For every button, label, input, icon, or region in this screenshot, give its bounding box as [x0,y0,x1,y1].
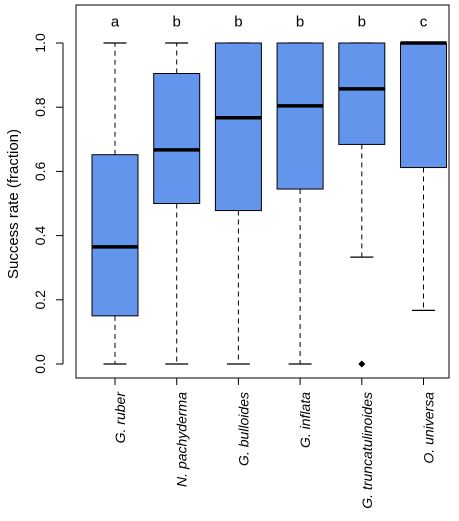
significance-letter: a [111,14,120,31]
box-iqr [276,42,324,190]
y-axis-title: Success rate (fraction) [5,129,22,279]
box-iqr [214,42,262,212]
box-3 [214,42,262,365]
boxes [91,41,447,368]
box-1 [91,42,139,365]
y-axis: 0.0 0.2 0.4 0.6 0.8 1.0 [32,33,64,374]
y-tick-label: 0.0 [32,354,48,374]
significance-letter: b [173,14,181,31]
box-iqr [91,154,139,317]
category-label: G. bulloides [235,392,251,466]
category-label: G. ruber [112,391,128,444]
box-iqr [153,72,201,205]
outlier-point [358,360,366,368]
y-tick-label: 0.8 [32,97,48,117]
box-iqr [338,42,386,145]
box-6 [400,41,447,311]
box-4 [276,42,324,365]
box-iqr [400,42,447,169]
significance-letter: b [234,14,242,31]
category-label: N. pachyderma [174,392,190,487]
significance-letter: b [358,14,366,31]
y-tick-label: 1.0 [32,33,48,53]
category-label: G. inflata [297,392,313,448]
box-5 [338,42,386,368]
y-tick-label: 0.6 [32,161,48,181]
significance-letter: c [420,14,428,31]
box-2 [153,42,201,365]
category-labels: G. ruber N. pachyderma G. bulloides G. infl… [112,377,437,509]
significance-letter: b [296,14,304,31]
y-tick-label: 0.4 [32,226,48,246]
category-label: G. truncatulinoides [359,392,375,509]
y-tick-label: 0.2 [32,290,48,310]
category-label: O. universa [421,392,437,464]
